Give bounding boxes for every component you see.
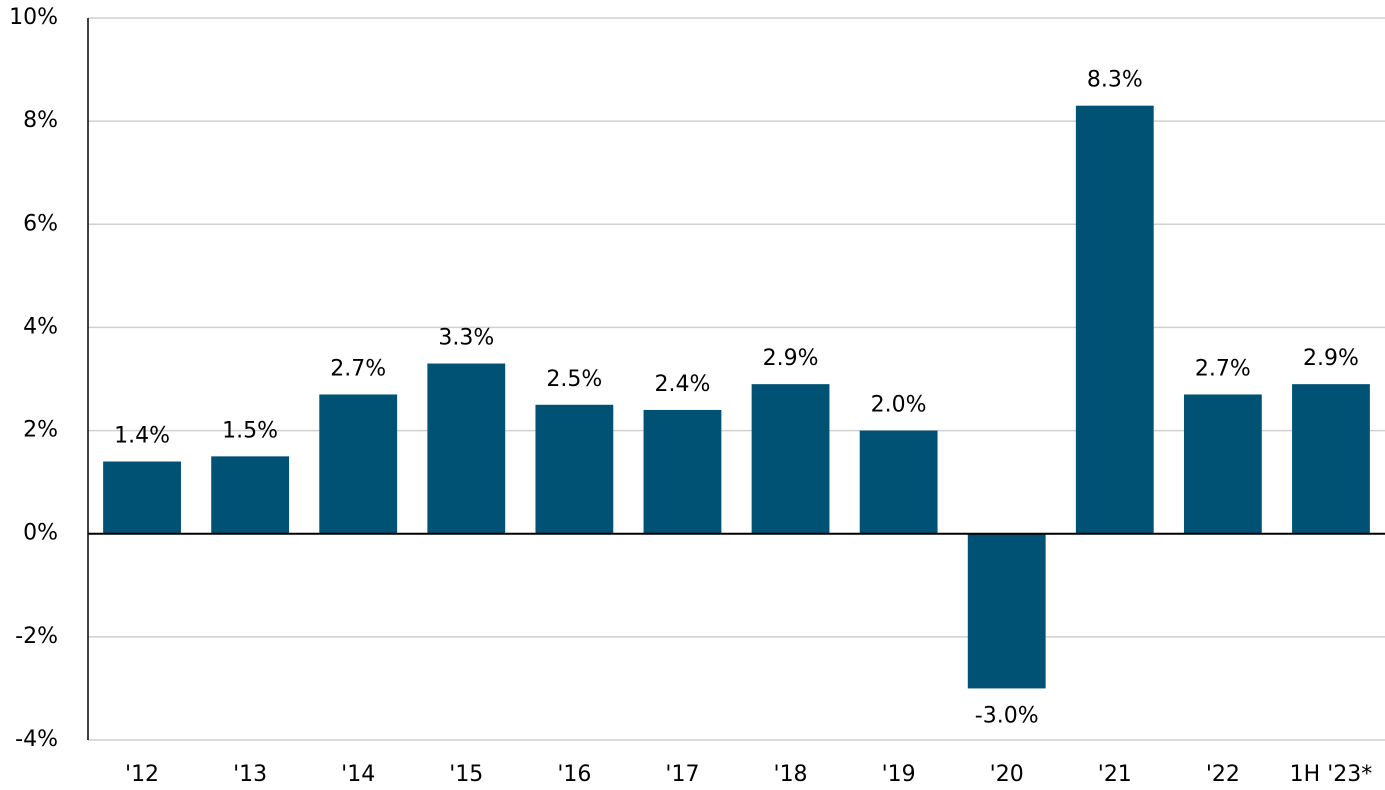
x-tick-label: '16 — [557, 762, 591, 787]
x-tick-label: '18 — [774, 762, 808, 787]
y-tick-label: -4% — [15, 727, 58, 752]
bar — [211, 456, 290, 534]
data-label: 1.4% — [114, 424, 170, 449]
bar — [1292, 384, 1370, 534]
y-tick-label: -2% — [15, 624, 58, 649]
x-tick-label: '17 — [665, 762, 699, 787]
bar — [1183, 394, 1262, 534]
data-label: 1.5% — [222, 418, 278, 443]
x-tick-label: '19 — [882, 762, 916, 787]
x-tick-label: '14 — [341, 762, 375, 787]
x-tick-label: '15 — [449, 762, 483, 787]
bar — [859, 430, 938, 534]
bar — [751, 384, 830, 534]
x-tick-label: '13 — [233, 762, 267, 787]
y-tick-label: 0% — [23, 521, 58, 546]
bar — [103, 461, 181, 534]
y-tick-label: 4% — [23, 314, 58, 339]
bar — [643, 409, 722, 534]
data-label: 2.5% — [546, 367, 602, 392]
bar — [319, 394, 398, 534]
x-tick-label: '22 — [1206, 762, 1240, 787]
x-tick-label: '12 — [125, 762, 159, 787]
y-tick-label: 10% — [9, 5, 58, 30]
data-label: 2.7% — [1195, 356, 1251, 381]
data-label: 3.3% — [438, 326, 494, 351]
data-label: 8.3% — [1087, 68, 1143, 93]
data-label: 2.7% — [330, 356, 386, 381]
data-label: 2.4% — [655, 372, 711, 397]
data-label: 2.9% — [1303, 346, 1359, 371]
x-tick-label: 1H '23* — [1290, 762, 1373, 787]
bar — [1075, 105, 1154, 534]
y-tick-label: 6% — [23, 211, 58, 236]
x-tick-label: '20 — [990, 762, 1024, 787]
x-tick-label: '21 — [1098, 762, 1132, 787]
data-label: 2.9% — [763, 346, 819, 371]
bar — [967, 533, 1046, 689]
data-label: 2.0% — [871, 393, 927, 418]
y-tick-label: 2% — [23, 418, 58, 443]
data-label: -3.0% — [975, 703, 1039, 728]
y-tick-label: 8% — [23, 108, 58, 133]
bar — [427, 363, 506, 534]
bar — [535, 404, 614, 534]
